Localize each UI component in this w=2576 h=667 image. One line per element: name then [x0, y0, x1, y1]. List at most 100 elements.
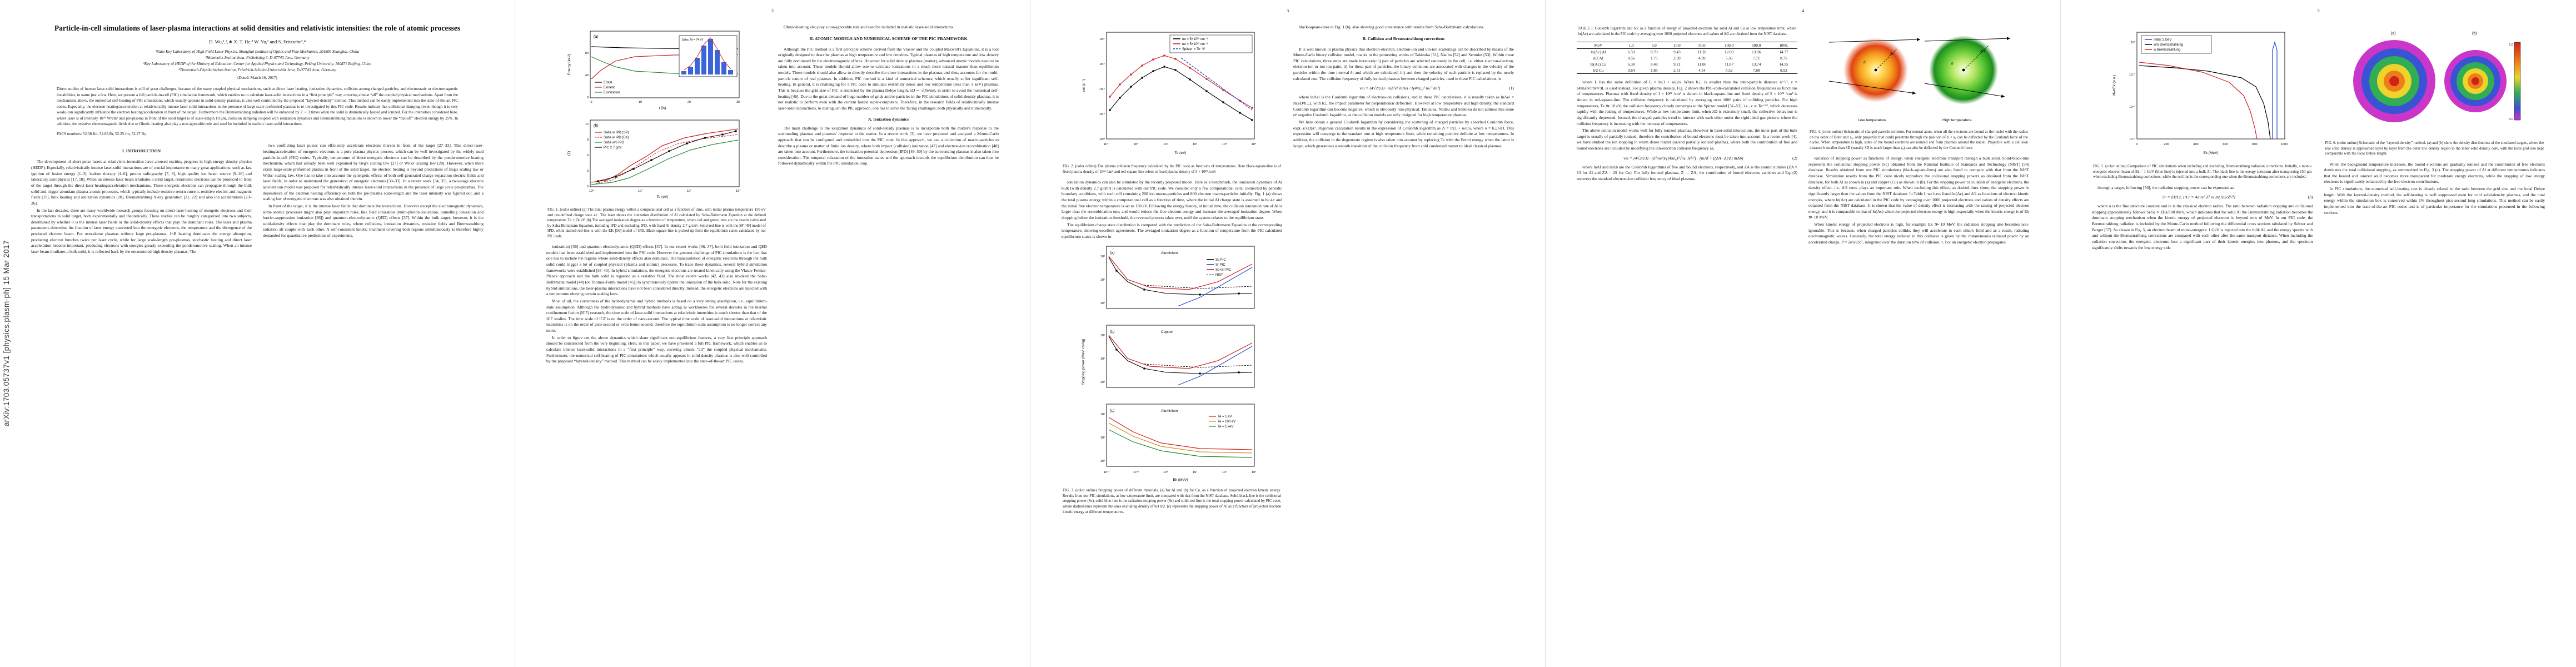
fig-text: 0	[586, 185, 588, 188]
fig-text: Te = 100 eV	[1218, 420, 1235, 424]
fig-text: Eionization	[604, 91, 620, 94]
body-paragraph: Most of all, the correctness of the hydr…	[546, 298, 767, 334]
fig-text: b	[1951, 62, 1954, 66]
display-equation: νei = (4√2π/3) · (Z²nie⁴)/[(4πϵ₀)²√mₑ Te…	[1577, 156, 1797, 161]
table-cell: 6.38	[1627, 62, 1635, 67]
fig-text: 0	[2136, 143, 2137, 146]
figure-caption: FIG. 3. (color online) Stopping power of…	[1063, 489, 1281, 514]
fig-text: w/o Bremsstrahlung	[2153, 43, 2183, 47]
fig-text: 10⁰	[1100, 301, 1105, 305]
pacs-line: PACS numbers: 52.38.Kd, 52.65.Rr, 52.25.…	[57, 132, 147, 137]
figure6-schematic: (a) (b) 1.0 0.0	[2353, 32, 2521, 122]
fig-text: (a)	[594, 35, 599, 39]
body-paragraph: through a target, following [56], the ra…	[2097, 185, 2234, 190]
fig-text: High temperature	[1942, 118, 1972, 122]
table-row: ln(Λc) Cu 6.38 8.48 9.21 11.06 11.87 13.74 14.5…	[1577, 61, 1797, 67]
page-number: 5	[2317, 8, 2320, 13]
fig-text: Saha, Te = 74 eV	[682, 38, 704, 42]
fig-text: 10¹	[638, 190, 642, 193]
fig-text: 10	[638, 101, 641, 104]
table-cell: 11.87	[1725, 62, 1734, 67]
table-cell: 5.36	[1725, 56, 1733, 61]
figure-caption: FIG. 6. (color online) Schematic of the …	[2325, 141, 2544, 156]
table-row: ln(Λc) Al 6.59 8.70 9.43 11.28 12.09 13.96 14.7…	[1577, 49, 1797, 56]
fig-axis-label: ⟨Z⟩	[567, 151, 571, 156]
table-cell: δ/2 Cu	[1593, 68, 1604, 73]
body-paragraph: We here obtain a general Coulomb logarit…	[1293, 119, 1514, 148]
fig-text: 200	[2164, 143, 2169, 146]
table-cell: 2.51	[1673, 68, 1681, 73]
fig-text: ne = 5×10²³ cm⁻³	[1182, 43, 1208, 46]
fig-text: 1000	[2281, 143, 2288, 146]
table-cell: 0.64	[1627, 68, 1635, 73]
fig-text: Copper	[1161, 330, 1173, 334]
display-equation: νei = (4√2π/3) · niZ²e⁴ lnΛei / [(4πϵ₀)²…	[1293, 86, 1514, 91]
fig-text: Sc PIC	[1215, 258, 1226, 262]
fig-text: 30	[736, 101, 739, 104]
fig-text: Sc+Sr PIC	[1215, 268, 1232, 272]
table-header-row: MeV 1.0 5.0 10.0 50.0 100.0 500.0 1000.	[1577, 42, 1797, 49]
fig-text: 10⁻²	[1103, 471, 1109, 474]
display-equation: Sr = Ek/Lr, 1/Lr = 4α re² Z² ni ln(183/Z…	[2092, 195, 2313, 200]
fig-text: 10³	[1252, 471, 1256, 474]
fig-text: 9	[586, 138, 588, 142]
figure5-plot: initial 1 GeVw/o Bremsstrahlungw Bremsst…	[2112, 32, 2288, 155]
fig-text: Aluminium	[1161, 409, 1178, 413]
column-2: black-square-lines in Fig. 1 (b), also s…	[1293, 24, 1514, 520]
fig-text: Te (eV)	[1174, 151, 1186, 155]
fig-text: 10⁰	[1163, 470, 1168, 474]
affiliation-line: ³Key Laboratory of HEDP of the Ministry …	[143, 61, 372, 66]
fig-text: 10²	[1100, 413, 1105, 416]
table-cell: 8.75	[1780, 56, 1787, 61]
figure-fig2: ne = 5×10²² cm⁻³ ne = 5×10²³ cm⁻³ Spitzer …	[1062, 26, 1282, 162]
table-cell: 8.70	[1650, 49, 1658, 54]
table-cell: ln(Λc) Cu	[1590, 62, 1607, 67]
fig-text: 10¹	[1100, 278, 1105, 282]
figure2-plot: ne = 5×10²² cm⁻³ ne = 5×10²³ cm⁻³ Spitzer …	[1082, 32, 1256, 155]
body-paragraph: where L has the same definition of L = l…	[1577, 79, 1797, 126]
fig-text: initial 1 GeV	[2154, 38, 2171, 42]
page-3: 3 ne = 5×10²² cm⁻³ ne = 5×10²³ cm⁻³ Spitzer…	[1030, 0, 1546, 667]
table-cell: 9.21	[1673, 62, 1681, 67]
equation-number: (2)	[1792, 155, 1797, 161]
fig-axis-label: dN/dEk (a.u.)	[2112, 75, 2116, 96]
fig-text: b	[1864, 61, 1866, 64]
body-paragraph: When kinetic energy of projected electro…	[1808, 222, 2029, 245]
figure-caption: FIG. 5. (color online) Comparison of PIC…	[2093, 165, 2312, 180]
table-cell: 7.71	[1752, 56, 1760, 61]
fig-text: (a)	[2391, 32, 2396, 36]
body-paragraph: In front of the target, it is the intens…	[263, 203, 484, 238]
fig-text: 10⁰	[589, 189, 594, 193]
table-cell: 12.09	[1725, 49, 1734, 54]
table-body: ln(Λc) Al 6.59 8.70 9.43 11.28 12.09 13.96 14.7…	[1577, 49, 1797, 74]
fig-text: Saha w/o IPD	[604, 141, 624, 145]
body-paragraph: The main challenge to the ionization dyn…	[778, 125, 999, 166]
fig-text: 10⁻²	[2129, 106, 2135, 109]
fig-text: Te (eV)	[656, 195, 668, 199]
figure1-plot: Saha, Te = 74 eV (a) Etotal Ekinetic Eioniza…	[567, 31, 740, 199]
fig-text: PIC 2.7 g/cc	[604, 146, 622, 150]
fig-text: w Bremsstrahlung	[2153, 48, 2180, 52]
table-cell: 7.88	[1752, 68, 1760, 73]
fig-text: Te = 1 eV	[1218, 415, 1232, 419]
table-cell: ln(Λc) Al	[1591, 49, 1606, 54]
fig-text: Sr PIC	[1215, 263, 1225, 267]
figure-caption: FIG. 1. (color online) (a) The total pla…	[547, 208, 766, 238]
fig-text: 10¹⁷	[1099, 37, 1105, 41]
body-paragraph: variation of stopping power as functions…	[1808, 156, 2029, 220]
table-header-cell: MeV	[1594, 43, 1603, 48]
fig-text: λD	[1980, 49, 1985, 53]
table-cell: 13.74	[1752, 62, 1761, 67]
table-header-cell: 100.0	[1725, 43, 1734, 48]
fig-axis-label: νei (s⁻¹)	[1082, 79, 1086, 92]
body-paragraph: where lnΛf and lnΛb are the Coulomb loga…	[1577, 164, 1797, 181]
affiliation-line: ⁴Theoretisch-Physikalisches Institut, Fr…	[178, 67, 336, 72]
affiliation-line: ¹State Key Laboratory of High Field Lase…	[155, 49, 360, 54]
column-1: initial 1 GeV w/o Bremsstrahlung w Bremsst…	[2092, 24, 2313, 252]
section-heading: B. Collision and Bremsstrahlung correcti…	[1362, 36, 1445, 41]
fig-text: 40	[585, 74, 588, 77]
abstract-text: Direct studies of intense laser-solid in…	[57, 87, 458, 127]
fig-text: 10²	[1100, 334, 1105, 337]
fig-text: 600	[2223, 143, 2228, 146]
body-paragraph: The development of short pulse lasers at…	[31, 159, 252, 206]
